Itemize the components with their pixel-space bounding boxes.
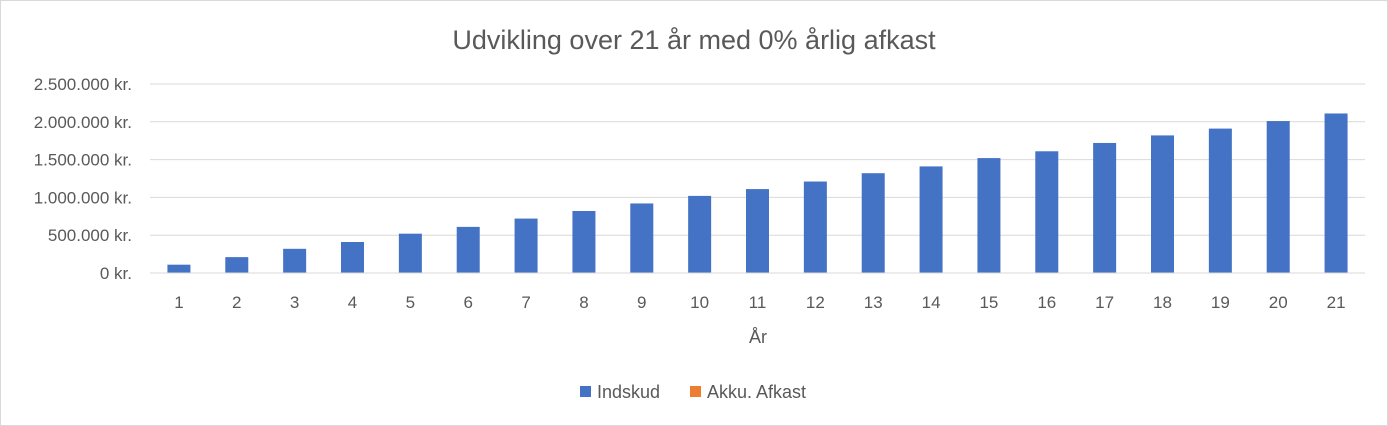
bar-indskud-10: [688, 195, 712, 273]
x-axis-ticks: 1 2 3 4 5 6 7 8 9 10 11 12 13 14 15 16 17 18 19 20 21: [174, 293, 1345, 312]
x-tick-label: 14: [922, 293, 941, 312]
y-tick-label: 2.000.000 kr.: [34, 113, 132, 132]
x-tick-label: 18: [1153, 293, 1172, 312]
x-tick-label: 6: [463, 293, 472, 312]
y-tick-label: 1.500.000 kr.: [34, 151, 132, 170]
bar-indskud-18: [1151, 135, 1174, 273]
x-axis-label: År: [749, 327, 767, 347]
bar-indskud-4: [341, 242, 364, 273]
legend-label: Indskud: [597, 382, 660, 402]
bar-indskud-11: [746, 189, 769, 273]
legend-label: Akku. Afkast: [707, 382, 806, 402]
x-tick-label: 8: [579, 293, 588, 312]
y-axis-ticks: 0 kr. 500.000 kr. 1.000.000 kr. 1.500.000 k…: [34, 75, 132, 283]
bar-indskud-8: [572, 211, 596, 273]
bar-indskud-2: [225, 257, 249, 273]
x-tick-label: 4: [348, 293, 357, 312]
x-tick-label: 21: [1327, 293, 1346, 312]
bar-indskud-12: [803, 181, 827, 273]
x-tick-label: 17: [1095, 293, 1114, 312]
y-tick-label: 0 kr.: [100, 264, 132, 283]
bar-indskud-6: [456, 226, 480, 273]
bar-indskud-19: [1208, 128, 1232, 273]
bar-indskud-3: [283, 248, 307, 273]
x-tick-label: 11: [749, 293, 767, 312]
y-tick-label: 500.000 kr.: [48, 226, 132, 245]
x-tick-label: 1: [174, 293, 183, 312]
bar-indskud-16: [1035, 151, 1059, 273]
y-tick-label: 1.000.000 kr.: [34, 188, 132, 207]
bar-indskud-7: [514, 218, 538, 273]
bar-indskud-17: [1093, 142, 1117, 273]
y-tick-label: 2.500.000 kr.: [34, 75, 132, 94]
x-tick-label: 2: [232, 293, 241, 312]
bar-indskud-21: [1324, 113, 1348, 273]
bar-indskud-20: [1266, 121, 1290, 273]
bars: [167, 113, 1348, 273]
x-tick-label: 15: [979, 293, 998, 312]
bar-indskud-14: [919, 166, 943, 273]
bar-indskud-15: [977, 158, 1001, 273]
legend-swatch: [580, 386, 591, 397]
x-tick-label: 9: [637, 293, 646, 312]
x-tick-label: 19: [1211, 293, 1230, 312]
bar-indskud-9: [630, 203, 654, 273]
legend: Indskud Akku. Afkast: [580, 382, 806, 402]
bar-indskud-1: [167, 264, 191, 273]
x-tick-label: 16: [1037, 293, 1056, 312]
x-tick-label: 5: [406, 293, 415, 312]
x-tick-label: 13: [864, 293, 883, 312]
bar-indskud-5: [398, 233, 422, 273]
x-tick-label: 12: [806, 293, 825, 312]
x-tick-label: 3: [290, 293, 299, 312]
legend-swatch: [690, 386, 701, 397]
x-tick-label: 20: [1269, 293, 1288, 312]
chart-title: Udvikling over 21 år med 0% årlig afkast: [452, 25, 936, 55]
x-tick-label: 10: [690, 293, 709, 312]
x-tick-label: 7: [521, 293, 530, 312]
bar-indskud-13: [861, 173, 885, 273]
